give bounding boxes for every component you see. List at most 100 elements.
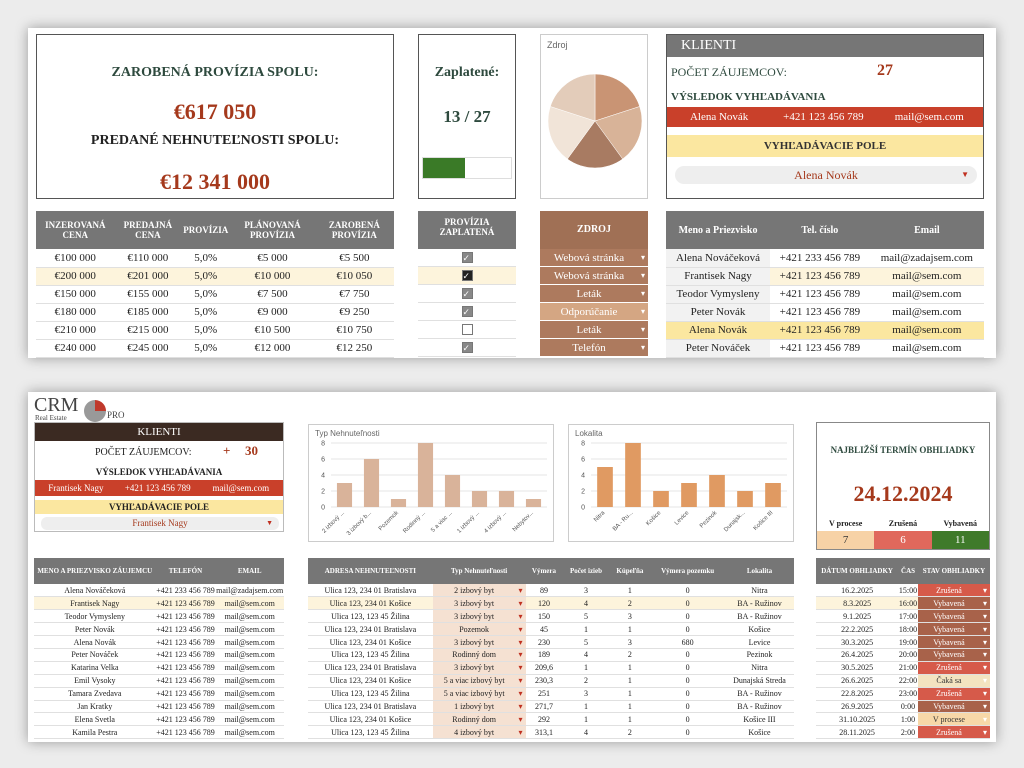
viewing-cell: 9.1.2025 [816, 609, 899, 624]
source-select[interactable]: Webová stránka [540, 267, 648, 285]
viewing-status-select[interactable]: Zrušená [917, 661, 990, 675]
property-cell: Košice III [724, 712, 794, 727]
property-type-select[interactable]: Pozemok [432, 622, 526, 637]
property-type-select[interactable]: 2 izbový byt [432, 584, 526, 598]
source-select[interactable]: Odporúčanie [540, 303, 648, 321]
commission-col-header: ZAROBENÁ PROVÍZIA [328, 220, 380, 240]
contact-cell: Emil Vysoky [34, 674, 156, 688]
property-col-header: Výmera pozemku [661, 567, 715, 575]
paid-checkbox[interactable]: ✓ [461, 252, 473, 263]
client-cell: +421 123 456 789 [770, 321, 870, 340]
property-type-select[interactable]: Rodinný dom [432, 648, 526, 662]
viewing-cell: 0:00 [898, 700, 918, 714]
table-row: Peter Novák +421 123 456 789 mail@sem.com [34, 622, 284, 637]
x-tick-label: Pezinok [699, 509, 719, 529]
viewing-status-select[interactable]: Vybavená [917, 596, 990, 611]
property-cell: BA - Ružinov [724, 609, 794, 624]
client-cell: +421 123 456 789 [770, 339, 870, 358]
property-cell: 251 [525, 687, 563, 701]
bar [363, 459, 380, 507]
viewing-status-select[interactable]: Zrušená [917, 725, 990, 740]
viewing-status-select[interactable]: Čaká sa [917, 674, 990, 688]
bar [625, 443, 641, 507]
bottom-dashboard-panel: CRM Real Estate PRO KLIENTI POČET ZÁUJEM… [28, 392, 996, 742]
viewing-col-header: ČAS [901, 567, 916, 575]
contact-cell: mail@sem.com [215, 609, 284, 624]
property-type-select[interactable]: 5 a viac izbový byt [432, 674, 526, 688]
commission-cell: €185 000 [114, 303, 182, 322]
viewing-status-select[interactable]: Vybavená [917, 700, 990, 714]
contact-cell: Jan Kratky [34, 700, 156, 714]
search-select[interactable]: Alena Novák ▼ [675, 166, 977, 184]
property-cell: 2 [609, 725, 651, 740]
property-cell: 0 [650, 687, 725, 701]
property-cell: Ulica 123, 123 45 Žilina [308, 609, 433, 624]
bar [709, 475, 725, 507]
table-row: 26.6.2025 22:00 Čaká sa [816, 674, 990, 688]
table-row: 16.2.2025 15:00 Zrušená [816, 584, 990, 598]
property-cell: 0 [650, 648, 725, 662]
pie-slice [547, 106, 596, 160]
client-cell: mail@zadajsem.com [869, 249, 984, 268]
y-tick-label: 8 [581, 441, 585, 448]
source-select[interactable]: Leták [540, 321, 648, 339]
property-cell: 3 [609, 609, 651, 624]
viewing-status-select[interactable]: V procese [917, 712, 990, 727]
paid-checkbox[interactable] [461, 324, 473, 335]
property-type-select[interactable]: 3 izbový byt [432, 609, 526, 624]
property-cell: 0 [650, 584, 725, 598]
result-email-bottom: mail@sem.com [212, 483, 270, 493]
contact-col-header: MENO A PRIEZVISKO ZÁUJEMCU [37, 567, 153, 575]
table-row: Ulica 123, 234 01 Košice 5 a viac izbový … [308, 674, 794, 688]
viewing-status-select[interactable]: Zrušená [917, 687, 990, 701]
pie-slice [594, 73, 641, 122]
commission-cell: 5,0% [181, 339, 231, 358]
property-type-select[interactable]: 3 izbový byt [432, 596, 526, 611]
contact-cell: Peter Novák [34, 622, 156, 637]
next-viewing-title: NAJBLIŽŠÍ TERMÍN OBHLIADKY [830, 445, 976, 455]
y-tick-label: 0 [581, 505, 585, 512]
source-select[interactable]: Webová stránka [540, 249, 648, 267]
property-col-header: Lokalita [746, 567, 773, 575]
property-cell: 1 [609, 674, 651, 688]
table-row: 22.8.2025 23:00 Zrušená [816, 687, 990, 701]
klienti-title-bottom: KLIENTI [35, 423, 283, 441]
property-type-select[interactable]: 3 izbový byt [432, 635, 526, 649]
paid-checkbox[interactable]: ✓ [461, 342, 473, 353]
commission-cell: €5 000 [230, 249, 315, 268]
property-cell: 150 [525, 609, 563, 624]
bar [498, 491, 515, 507]
property-cell: BA - Ružinov [724, 700, 794, 714]
viewing-stat-label: Zrušená [888, 519, 918, 528]
property-type-select[interactable]: Rodinný dom [432, 712, 526, 727]
source-select[interactable]: Leták [540, 285, 648, 303]
result-name: Alena Novák [689, 111, 749, 123]
commission-cell: €110 000 [114, 249, 182, 268]
property-cell: 209,6 [525, 661, 563, 675]
table-row: Peter Nováček +421 123 456 789 mail@sem.co… [34, 648, 284, 662]
property-cell: 271,7 [525, 700, 563, 714]
viewing-cell: 16.2.2025 [816, 584, 899, 598]
viewing-status-select[interactable]: Vybavená [917, 635, 990, 649]
property-type-select[interactable]: 1 izbový byt [432, 700, 526, 714]
viewing-cell: 26.4.2025 [816, 648, 899, 662]
client-cell: +421 123 456 789 [770, 267, 870, 286]
paid-checkbox[interactable]: ✓ [461, 270, 473, 281]
property-type-select[interactable]: 5 a viac izbový byt [432, 687, 526, 701]
commission-cell: €9 000 [230, 303, 315, 322]
y-tick-label: 6 [321, 457, 325, 464]
property-type-select[interactable]: 3 izbový byt [432, 661, 526, 675]
property-type-select[interactable]: 4 izbový byt [432, 725, 526, 740]
paid-checkbox[interactable]: ✓ [461, 288, 473, 299]
commission-cell: €9 250 [314, 303, 394, 322]
source-select[interactable]: Telefón [540, 339, 648, 357]
viewing-status-select[interactable]: Vybavená [917, 648, 990, 662]
viewing-status-select[interactable]: Vybavená [917, 622, 990, 637]
paid-checkbox[interactable]: ✓ [461, 306, 473, 317]
search-select-value-bottom: Frantisek Nagy [132, 518, 188, 528]
viewing-cell: 17:00 [898, 609, 918, 624]
viewing-status-select[interactable]: Zrušená [917, 584, 990, 598]
viewing-status-select[interactable]: Vybavená [917, 609, 990, 624]
contact-cell: +421 123 456 789 [155, 596, 216, 611]
search-select-bottom[interactable]: Frantisek Nagy ▼ [41, 517, 279, 530]
